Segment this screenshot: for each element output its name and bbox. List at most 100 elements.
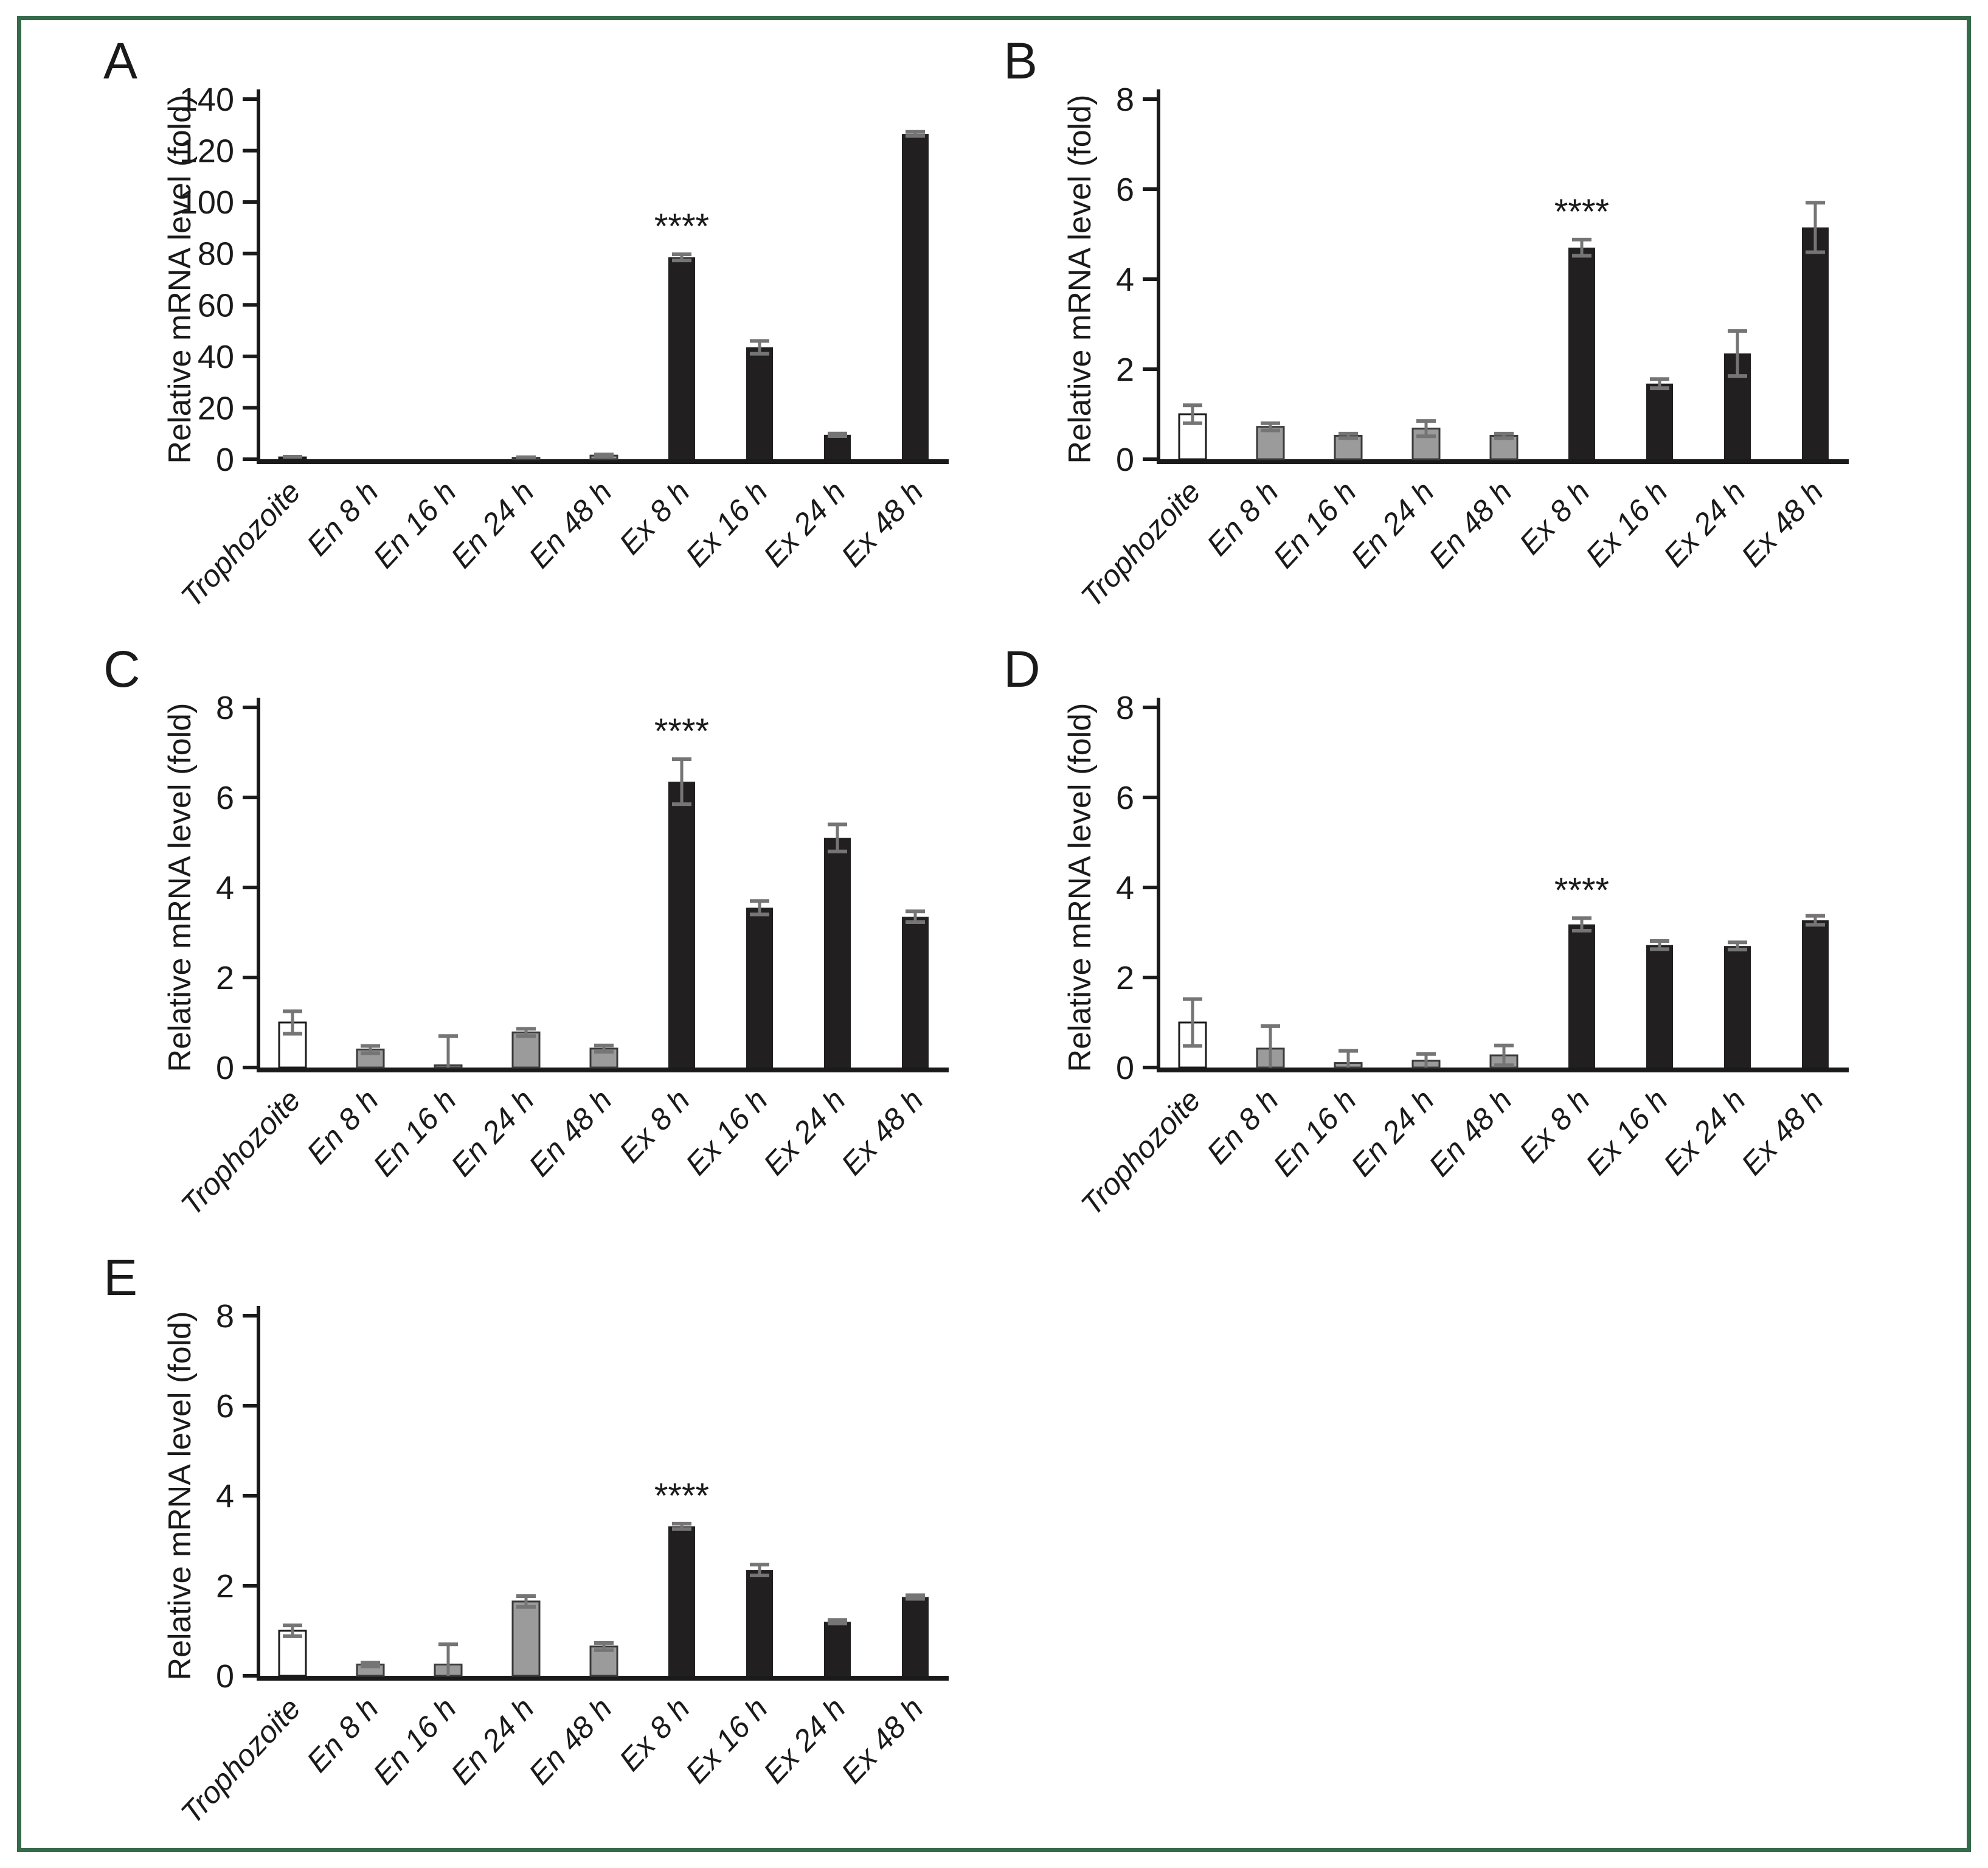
panel-B: Relative mRNA level (fold) 0 2 4 6 8 Trophozoi… — [973, 33, 1885, 642]
x-tick-label: Ex 16 h — [1579, 474, 1674, 573]
panel-A-chart: Relative mRNA level (fold) 0 20 40 60 80 100 12… — [162, 82, 949, 614]
bar-Ex-8-h — [668, 782, 695, 1068]
significance-stars: **** — [1554, 192, 1609, 232]
y-tick-label: 0 — [1116, 442, 1134, 478]
bar-Ex-16-h — [746, 908, 773, 1068]
x-tick-label: Ex 48 h — [1734, 474, 1830, 573]
panel-letter-A: A — [103, 32, 138, 89]
y-tick-label: 6 — [216, 1388, 234, 1425]
bar-Ex-24-h — [824, 434, 851, 459]
bar-Ex-24-h — [1724, 946, 1751, 1068]
x-tick-label: Ex 24 h — [1657, 1083, 1752, 1181]
y-tick-label: 8 — [1116, 690, 1134, 726]
x-tick-label: Trophozoite — [1075, 474, 1207, 614]
x-tick-label: Ex 48 h — [834, 1083, 930, 1181]
y-tick-label: 6 — [216, 780, 234, 816]
y-tick-label: 60 — [198, 287, 234, 324]
bar-Trophozoite — [278, 1630, 307, 1677]
x-tick-label: En 24 h — [1345, 1083, 1441, 1182]
significance-stars: **** — [654, 1476, 709, 1516]
x-tick-label: En 48 h — [1422, 474, 1519, 574]
x-tick-label: En 24 h — [445, 1083, 541, 1182]
x-tick-label: En 24 h — [1345, 474, 1441, 574]
y-tick-label: 0 — [216, 1658, 234, 1695]
y-tick-label: 2 — [1116, 960, 1134, 996]
x-tick-label: Ex 24 h — [757, 1691, 852, 1790]
panel-letter-D: D — [1003, 641, 1041, 698]
x-tick-label: En 48 h — [522, 1691, 619, 1791]
x-tick-label: Ex 16 h — [679, 1083, 774, 1181]
y-tick-label: 140 — [179, 82, 234, 118]
y-tick-label: 4 — [1116, 262, 1134, 298]
x-tick-label: En 16 h — [367, 1691, 463, 1791]
x-tick-label: Trophozoite — [175, 1691, 307, 1830]
significance-stars: **** — [654, 207, 709, 246]
bar-Ex-48-h — [902, 134, 929, 460]
x-tick-label: Trophozoite — [1075, 1083, 1207, 1222]
y-tick-label: 0 — [1116, 1050, 1134, 1086]
panel-letter-C: C — [103, 641, 140, 698]
bar-En-24-h — [511, 1600, 541, 1677]
x-tick-label: Ex 16 h — [679, 474, 774, 573]
x-tick-label: En 16 h — [1267, 1083, 1363, 1182]
panel-A: Relative mRNA level (fold) 0 20 40 60 80 100 12… — [73, 33, 985, 642]
y-tick-label: 80 — [198, 236, 234, 273]
y-tick-label: 2 — [216, 1568, 234, 1605]
x-tick-label: En 48 h — [522, 1083, 619, 1182]
panel-letter-E: E — [103, 1249, 138, 1306]
x-tick-label: En 48 h — [522, 474, 619, 574]
x-tick-label: Trophozoite — [175, 474, 307, 614]
x-tick-label: Ex 16 h — [679, 1691, 774, 1790]
y-tick-label: 4 — [1116, 870, 1134, 906]
x-tick-label: Ex 24 h — [1657, 474, 1752, 573]
x-tick-label: En 16 h — [1267, 474, 1363, 574]
x-tick-label: Ex 16 h — [1579, 1083, 1674, 1181]
y-axis-label: Relative mRNA level (fold) — [1062, 703, 1098, 1072]
y-axis-label: Relative mRNA level (fold) — [162, 703, 198, 1072]
panel-C-chart: Relative mRNA level (fold) 0 2 4 6 8 Trophozoi… — [162, 690, 949, 1222]
x-tick-label: Ex 48 h — [1734, 1083, 1830, 1181]
x-tick-label: Ex 24 h — [757, 1083, 852, 1181]
x-tick-label: En 24 h — [445, 474, 541, 574]
significance-stars: **** — [1554, 870, 1609, 910]
x-tick-label: En 16 h — [367, 1083, 463, 1182]
bar-Ex-16-h — [1646, 383, 1673, 459]
y-tick-label: 8 — [1116, 82, 1134, 118]
bar-Ex-8-h — [1568, 248, 1595, 459]
x-tick-label: En 16 h — [367, 474, 463, 574]
bar-Ex-16-h — [746, 347, 773, 459]
y-tick-label: 20 — [198, 390, 234, 426]
bar-Ex-16-h — [746, 1570, 773, 1676]
panel-D-chart: Relative mRNA level (fold) 0 2 4 6 8 Trophozoi… — [1062, 690, 1849, 1222]
y-axis-label: Relative mRNA level (fold) — [162, 95, 198, 464]
panel-E: Relative mRNA level (fold) 0 2 4 6 8 Trophozoi… — [73, 1250, 985, 1858]
panel-E-chart: Relative mRNA level (fold) 0 2 4 6 8 Trophozoi… — [162, 1298, 949, 1830]
y-tick-label: 0 — [216, 442, 234, 478]
x-tick-label: En 48 h — [1422, 1083, 1519, 1182]
y-tick-label: 8 — [216, 690, 234, 726]
bar-Ex-48-h — [902, 1597, 929, 1676]
significance-stars: **** — [654, 712, 709, 751]
y-tick-label: 100 — [179, 184, 234, 221]
bar-Ex-48-h — [1802, 920, 1829, 1068]
x-tick-label: Ex 48 h — [834, 474, 930, 573]
panel-letter-B: B — [1003, 32, 1038, 89]
y-tick-label: 4 — [216, 1478, 234, 1515]
y-axis-label: Relative mRNA level (fold) — [162, 1311, 198, 1681]
y-tick-label: 0 — [216, 1050, 234, 1086]
bar-Ex-48-h — [902, 917, 929, 1068]
y-axis-label: Relative mRNA level (fold) — [1062, 95, 1098, 464]
panel-C: Relative mRNA level (fold) 0 2 4 6 8 Trophozoi… — [73, 642, 985, 1250]
x-tick-label: Trophozoite — [175, 1083, 307, 1222]
y-tick-label: 4 — [216, 870, 234, 906]
panel-B-chart: Relative mRNA level (fold) 0 2 4 6 8 Trophozoi… — [1062, 82, 1849, 614]
y-tick-label: 6 — [1116, 172, 1134, 208]
bar-Ex-48-h — [1802, 227, 1829, 459]
bar-Ex-16-h — [1646, 945, 1673, 1068]
y-tick-label: 8 — [216, 1298, 234, 1335]
y-tick-label: 2 — [1116, 352, 1134, 388]
panel-D: Relative mRNA level (fold) 0 2 4 6 8 Trophozoi… — [973, 642, 1885, 1250]
x-tick-label: Ex 48 h — [834, 1691, 930, 1790]
bar-Ex-24-h — [824, 1622, 851, 1676]
